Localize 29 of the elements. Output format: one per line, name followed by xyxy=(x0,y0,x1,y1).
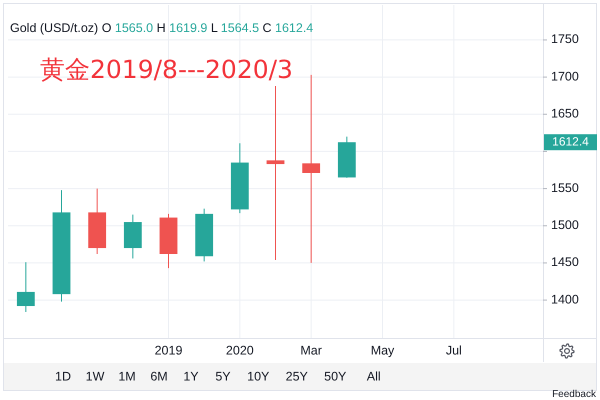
x-tick-label: 2020 xyxy=(226,343,254,358)
text: 6M xyxy=(150,369,168,384)
text: All xyxy=(366,369,381,384)
text: 5Y xyxy=(215,369,232,384)
annotation: 1612.4 xyxy=(272,21,314,35)
y-tick-label: 1400 xyxy=(551,292,579,306)
text: 25Y xyxy=(286,369,309,384)
text: 10Y xyxy=(247,369,270,384)
text: 1612.4 xyxy=(552,134,589,148)
text: 1Y xyxy=(183,369,200,384)
text: 1M xyxy=(118,369,136,384)
y-tick-label: 1650 xyxy=(551,106,579,121)
text: Gold (USD/t.oz) O 1565.0 H 1619.9 L 1564.5 C xyxy=(10,21,272,35)
x-tick-label: Mar xyxy=(300,343,322,358)
y-tick-label: 1700 xyxy=(551,69,579,84)
text: 1W xyxy=(86,369,105,384)
text: 1D xyxy=(55,369,71,384)
candlestick xyxy=(266,86,284,260)
text: 50Y xyxy=(324,369,348,384)
y-tick-label: 1550 xyxy=(551,180,579,195)
x-tick-label: May xyxy=(370,343,396,358)
candlestick xyxy=(16,262,35,312)
y-tick-label: 1500 xyxy=(551,218,579,232)
y-tick-label: 1450 xyxy=(551,255,579,270)
text: 黄金2019/8---2020/3 xyxy=(40,55,293,84)
y-tick-label: 1750 xyxy=(551,32,579,46)
x-tick-label: 2019 xyxy=(154,343,182,358)
text: Feedback xyxy=(552,389,597,400)
x-tick-label: Jul xyxy=(446,343,462,358)
